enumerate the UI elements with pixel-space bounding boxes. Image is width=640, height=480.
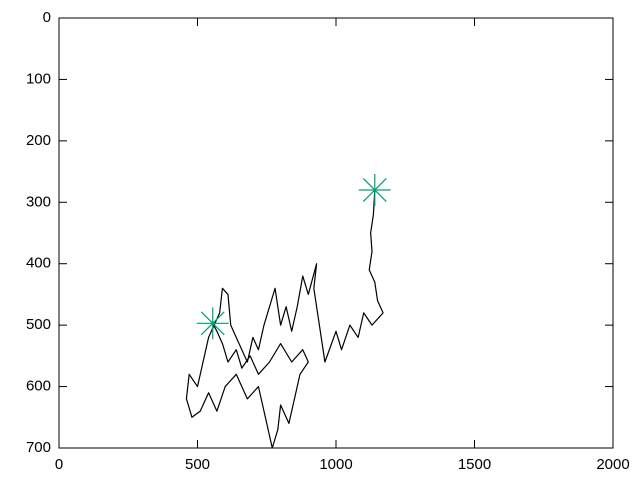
plot-frame (58, 17, 614, 449)
y-tick-label: 500 (26, 316, 51, 333)
x-tick-label: 1500 (458, 456, 491, 473)
y-tick-label: 400 (26, 255, 51, 272)
star-marker (196, 307, 229, 340)
x-tick-label: 2000 (596, 456, 629, 473)
x-tick-label: 1000 (319, 456, 352, 473)
x-tick-label: 500 (185, 456, 210, 473)
star-marker (358, 174, 391, 206)
y-tick-label: 300 (26, 193, 51, 210)
x-tick-label: 0 (55, 456, 63, 473)
star-stroke (362, 178, 387, 202)
y-tick-label: 700 (26, 439, 51, 456)
y-tick-label: 600 (26, 378, 51, 395)
y-tick-label: 100 (26, 70, 51, 87)
star-stroke (200, 311, 225, 336)
y-tick-label: 200 (26, 132, 51, 149)
walk-line (185, 189, 384, 449)
y-tick-label: 0 (43, 9, 51, 26)
